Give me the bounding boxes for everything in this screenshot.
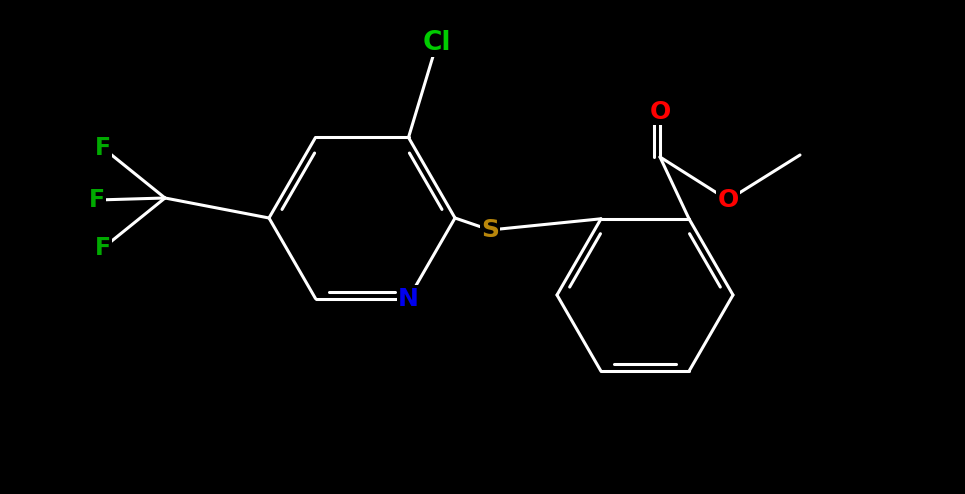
Text: F: F [95,136,111,160]
Text: N: N [398,287,419,311]
Text: F: F [95,236,111,260]
Text: S: S [481,218,499,242]
Text: O: O [649,100,671,124]
Text: O: O [717,188,738,212]
Text: Cl: Cl [423,30,452,56]
Text: F: F [89,188,105,212]
